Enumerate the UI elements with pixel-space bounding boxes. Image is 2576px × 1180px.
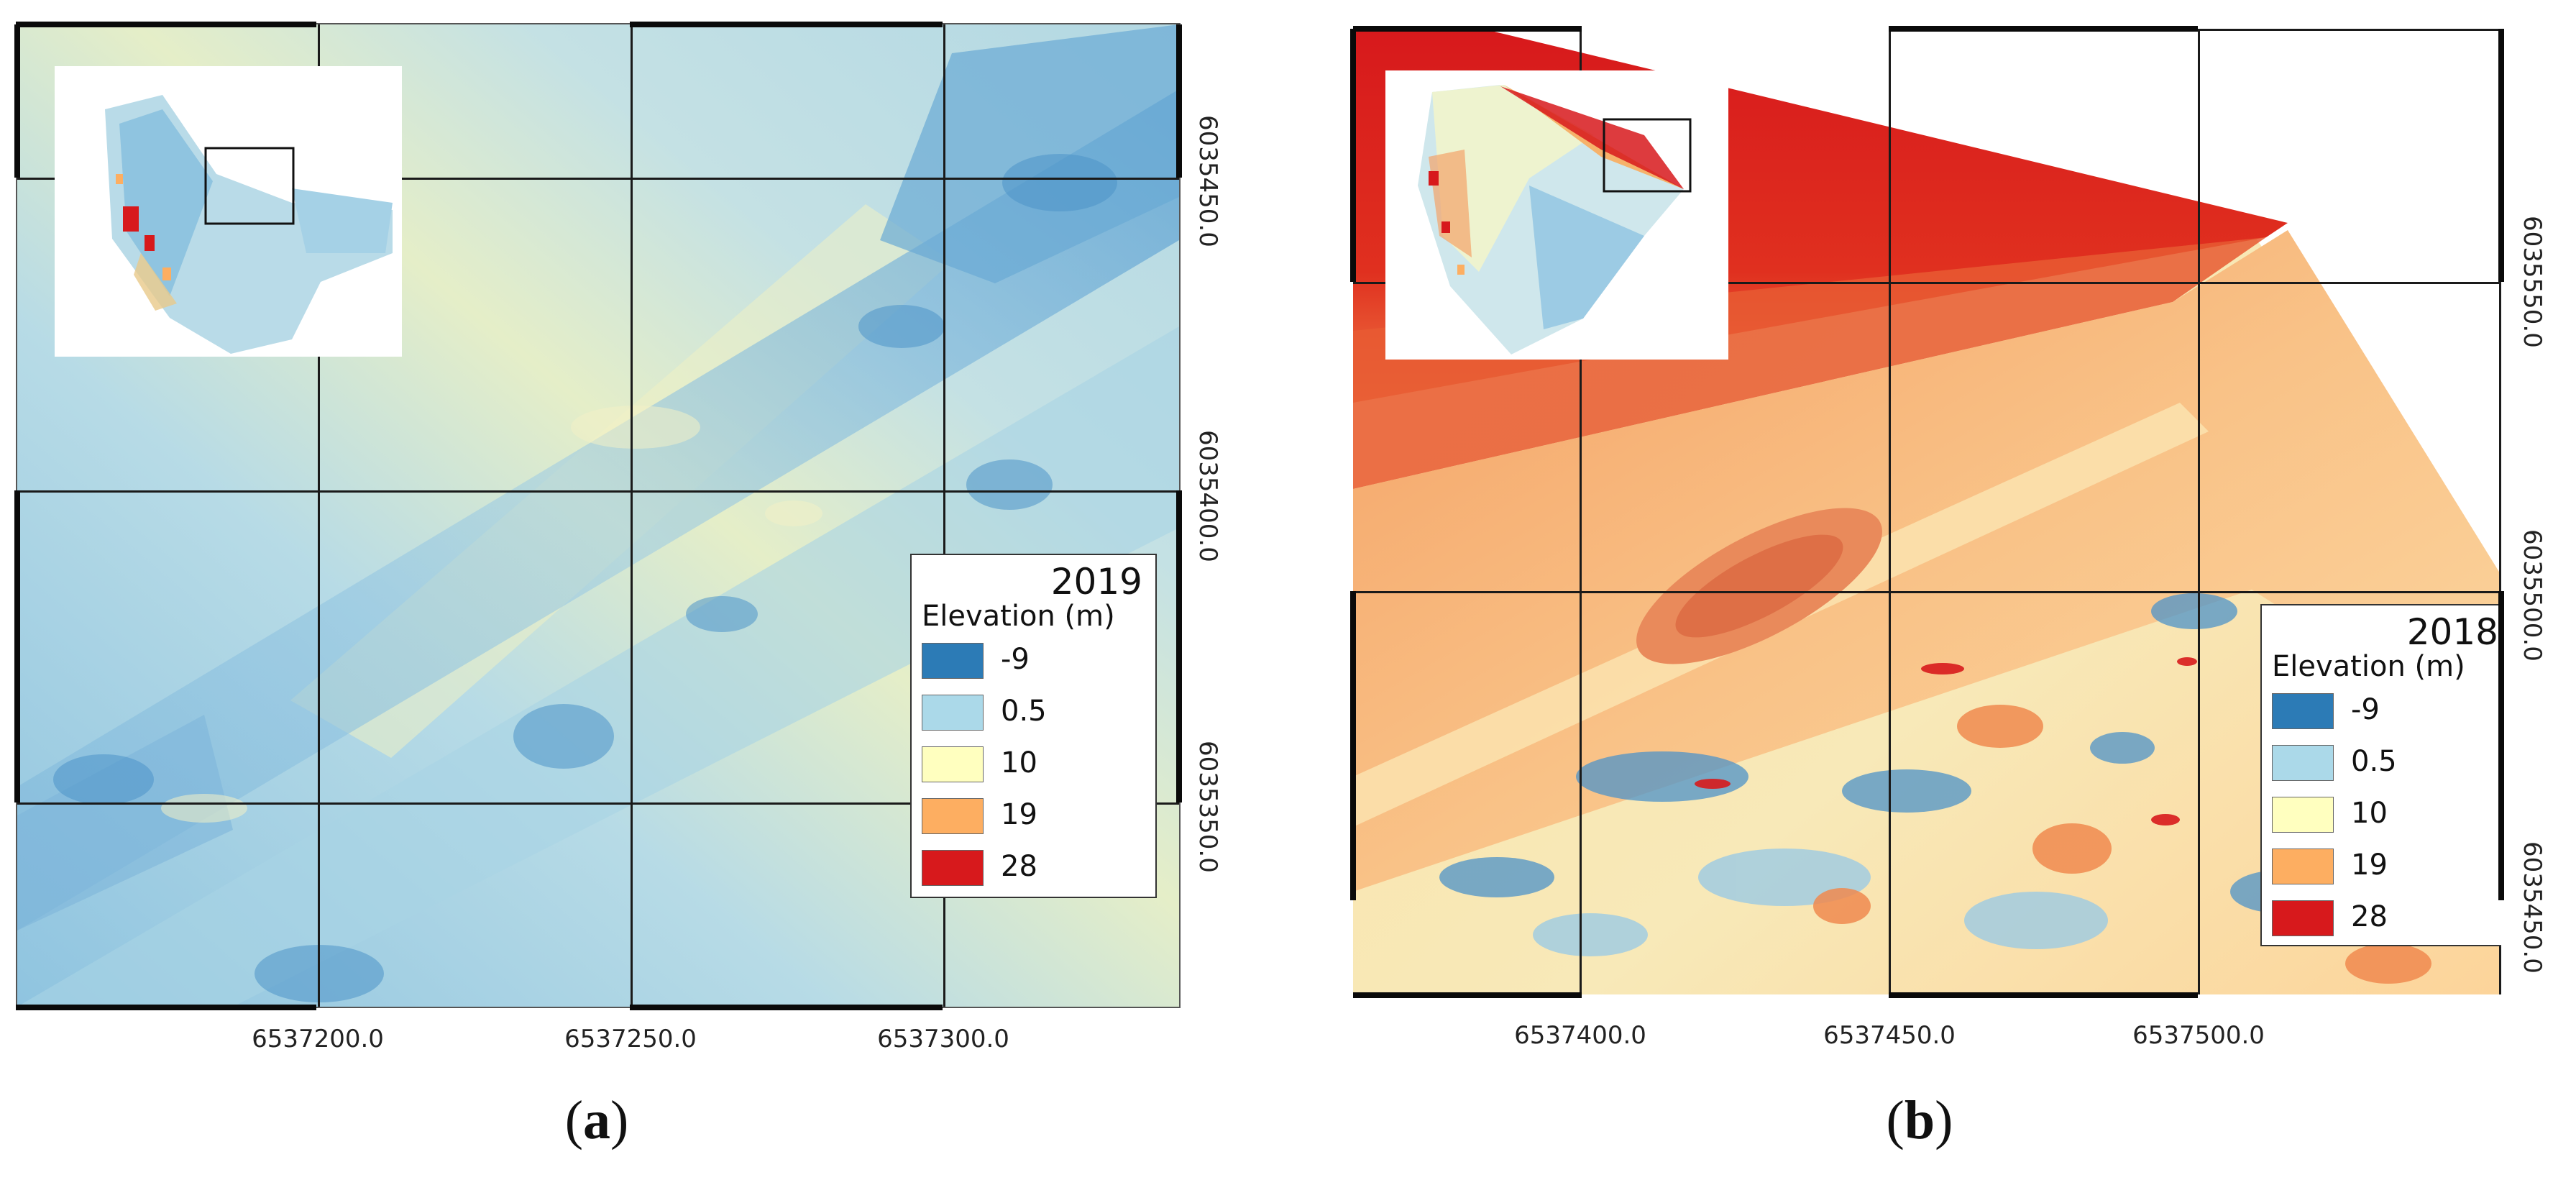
map-border-segment bbox=[14, 24, 20, 178]
legend-label: 28 bbox=[2351, 900, 2388, 933]
grid-vertical-line bbox=[2499, 29, 2501, 994]
caption-open-paren: ( bbox=[1886, 1090, 1905, 1151]
map-border-segment bbox=[1353, 992, 1582, 998]
grid-vertical-line bbox=[631, 24, 633, 1007]
overview-map-2019 bbox=[105, 95, 393, 354]
legend-item: 19 bbox=[2272, 844, 2459, 886]
panel-b: 2018 Elevation (m) -9 0.5 10 19 28 bbox=[1316, 0, 2576, 1180]
x-tick-label: 6537500.0 bbox=[2132, 1021, 2265, 1050]
caption-letter: a bbox=[583, 1090, 610, 1151]
grid-vertical-line bbox=[318, 24, 320, 1007]
x-tick-label: 6537300.0 bbox=[877, 1025, 1009, 1053]
legend-year: 2018 bbox=[2406, 611, 2498, 653]
legend-label: -9 bbox=[1001, 643, 1030, 676]
grid-horizontal-line bbox=[17, 178, 1179, 180]
panel-caption: (a) bbox=[565, 1089, 629, 1152]
map-border-segment bbox=[1889, 26, 2198, 32]
map-border-segment bbox=[16, 1005, 316, 1010]
caption-open-paren: ( bbox=[564, 1090, 583, 1151]
elevation-map-2019[interactable]: 2019 Elevation (m) -9 0.5 10 19 28 bbox=[17, 24, 1179, 1007]
legend-item: 0.5 bbox=[922, 690, 1109, 732]
legend-label: 19 bbox=[1001, 798, 1037, 831]
legend-item: 28 bbox=[2272, 896, 2459, 938]
grid-horizontal-line bbox=[1353, 591, 2501, 593]
map-border-segment bbox=[2498, 29, 2504, 282]
legend-swatch bbox=[2272, 745, 2334, 781]
legend-item: -9 bbox=[922, 639, 1109, 680]
overview-inset-2019 bbox=[55, 66, 402, 357]
x-tick-label: 6537450.0 bbox=[1823, 1021, 1956, 1050]
map-border-segment bbox=[1353, 26, 1582, 32]
grid-vertical-line bbox=[2198, 29, 2200, 994]
grid-horizontal-line bbox=[1353, 282, 2501, 284]
legend-heading: Elevation (m) bbox=[2272, 650, 2465, 683]
elevation-raster-2019 bbox=[17, 24, 1179, 1007]
legend-heading: Elevation (m) bbox=[922, 600, 1115, 633]
y-tick-label: 6035500.0 bbox=[2518, 529, 2547, 662]
y-tick-label: 6035350.0 bbox=[1193, 741, 1222, 873]
map-border-segment bbox=[630, 1005, 943, 1010]
caption-letter: b bbox=[1904, 1090, 1935, 1151]
legend-item: 28 bbox=[922, 846, 1109, 887]
legend-swatch bbox=[2272, 900, 2334, 936]
y-tick-label: 6035550.0 bbox=[2518, 216, 2547, 348]
map-legend-2018: 2018 Elevation (m) -9 0.5 10 19 28 bbox=[2260, 604, 2501, 946]
legend-swatch bbox=[922, 643, 984, 679]
legend-label: 28 bbox=[1001, 850, 1037, 883]
legend-label: 10 bbox=[2351, 797, 2388, 830]
legend-item: -9 bbox=[2272, 689, 2459, 731]
legend-swatch bbox=[922, 695, 984, 731]
legend-item: 19 bbox=[922, 794, 1109, 836]
overview-inset-2018 bbox=[1385, 70, 1728, 360]
legend-swatch bbox=[2272, 849, 2334, 884]
legend-item: 10 bbox=[2272, 792, 2459, 834]
legend-label: 10 bbox=[1001, 746, 1037, 779]
map-border-segment bbox=[14, 490, 20, 802]
map-border-segment bbox=[16, 22, 316, 27]
map-border-segment bbox=[1350, 591, 1356, 900]
map-border-segment bbox=[2498, 591, 2504, 900]
map-border-segment bbox=[1350, 29, 1356, 282]
legend-swatch bbox=[922, 850, 984, 886]
grid-horizontal-line bbox=[17, 802, 1179, 805]
grid-vertical-line bbox=[1580, 29, 1582, 994]
legend-item: 10 bbox=[922, 742, 1109, 784]
map-border-segment bbox=[630, 22, 943, 27]
legend-label: 0.5 bbox=[2351, 745, 2397, 778]
legend-swatch bbox=[2272, 797, 2334, 833]
grid-vertical-line bbox=[1889, 29, 1891, 994]
legend-item: 0.5 bbox=[2272, 741, 2459, 782]
overview-map-2018 bbox=[1418, 85, 1692, 355]
y-tick-label: 6035450.0 bbox=[1193, 115, 1222, 247]
legend-swatch bbox=[922, 798, 984, 834]
legend-swatch bbox=[922, 746, 984, 782]
elevation-map-2018[interactable]: 2018 Elevation (m) -9 0.5 10 19 28 bbox=[1353, 29, 2501, 994]
y-tick-label: 6035450.0 bbox=[2518, 841, 2547, 974]
grid-horizontal-line bbox=[2198, 29, 2501, 31]
legend-swatch bbox=[2272, 693, 2334, 729]
legend-year: 2019 bbox=[1050, 561, 1142, 603]
panel-a: 2019 Elevation (m) -9 0.5 10 19 28 bbox=[0, 0, 1265, 1180]
x-tick-label: 6537250.0 bbox=[564, 1025, 697, 1053]
panel-caption: (b) bbox=[1887, 1089, 1953, 1152]
map-border-segment bbox=[1176, 24, 1182, 178]
legend-label: -9 bbox=[2351, 693, 2380, 726]
grid-vertical-line bbox=[943, 24, 945, 1007]
map-legend-2019: 2019 Elevation (m) -9 0.5 10 19 28 bbox=[910, 554, 1157, 898]
caption-close-paren: ) bbox=[1935, 1090, 1953, 1151]
caption-close-paren: ) bbox=[610, 1090, 629, 1151]
legend-label: 0.5 bbox=[1001, 695, 1047, 728]
map-border-segment bbox=[1889, 992, 2198, 998]
y-tick-label: 6035400.0 bbox=[1193, 430, 1222, 562]
grid-horizontal-line bbox=[17, 490, 1179, 493]
x-tick-label: 6537200.0 bbox=[252, 1025, 384, 1053]
legend-label: 19 bbox=[2351, 849, 2388, 882]
map-border-segment bbox=[1176, 490, 1182, 802]
x-tick-label: 6537400.0 bbox=[1514, 1021, 1646, 1050]
